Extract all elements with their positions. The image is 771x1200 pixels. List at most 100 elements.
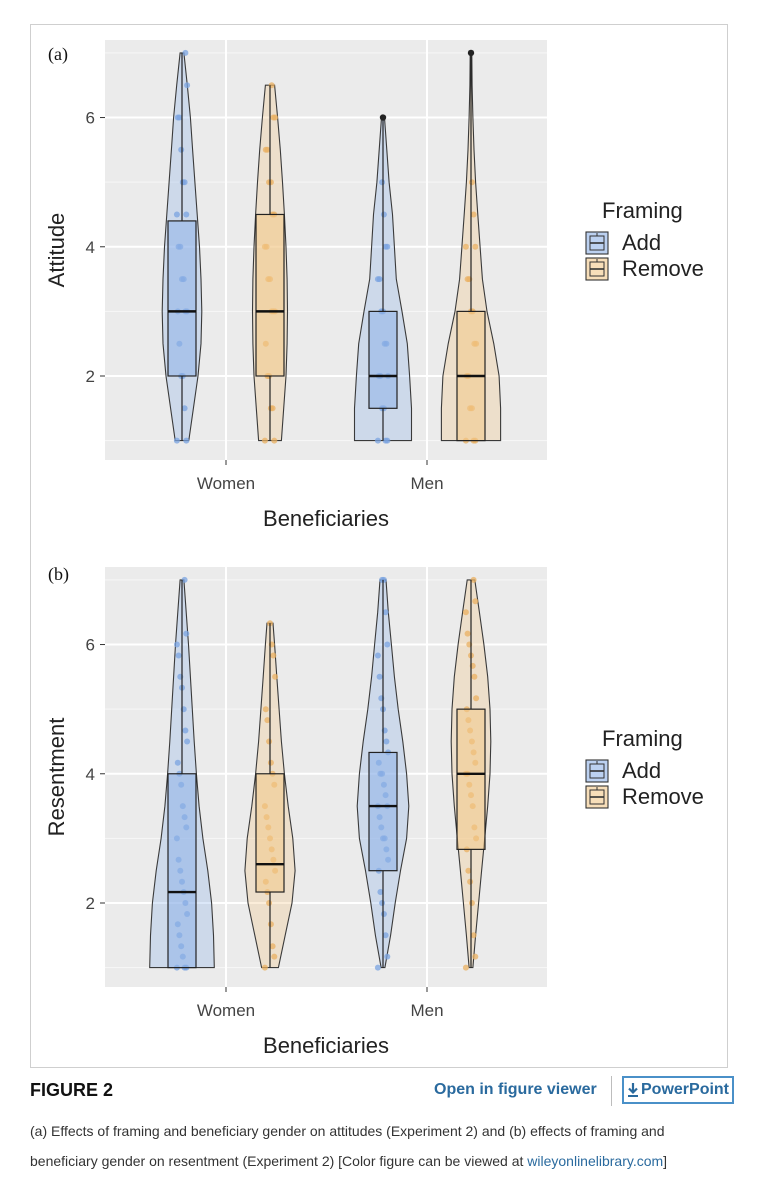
y-tick-label: 6 xyxy=(86,109,95,128)
data-point xyxy=(173,437,180,444)
data-point xyxy=(271,437,278,444)
data-point xyxy=(380,211,387,218)
data-point xyxy=(470,576,477,583)
powerpoint-button[interactable]: PowerPoint xyxy=(622,1076,735,1104)
data-point xyxy=(174,114,181,121)
data-point xyxy=(473,695,480,702)
box xyxy=(368,310,398,409)
data-point xyxy=(173,641,180,648)
data-point xyxy=(382,932,389,939)
outlier-point xyxy=(467,49,475,57)
data-point xyxy=(462,609,469,616)
y-axis-title: Resentment xyxy=(44,718,69,837)
box xyxy=(255,213,285,377)
y-axis-title: Attitude xyxy=(44,213,69,288)
data-point xyxy=(471,673,478,680)
data-point xyxy=(184,738,191,745)
data-point xyxy=(470,932,477,939)
x-tick-label: Men xyxy=(410,1001,443,1020)
data-point xyxy=(261,437,268,444)
data-point xyxy=(384,953,391,960)
x-tick-label: Women xyxy=(197,1001,255,1020)
data-point xyxy=(468,900,475,906)
open-figure-viewer-link[interactable]: Open in figure viewer xyxy=(434,1081,597,1098)
legend-label-remove: Remove xyxy=(622,784,704,809)
data-point xyxy=(380,911,387,917)
data-point xyxy=(267,620,273,627)
legend-title: Framing xyxy=(602,726,683,751)
y-tick-label: 2 xyxy=(86,367,95,386)
data-point xyxy=(374,652,381,659)
data-point xyxy=(266,179,273,186)
chart-panel-a: 2 4 6 Women Men Beneficiaries Attitude (a) Frami… xyxy=(44,40,704,531)
figure-caption: (a) Effects of framing and beneficiary g… xyxy=(30,1116,730,1176)
data-point xyxy=(272,673,279,680)
outlier-point xyxy=(379,114,387,121)
box xyxy=(456,708,486,850)
data-point xyxy=(468,179,475,186)
y-tick-label: 2 xyxy=(86,894,95,913)
data-point xyxy=(182,49,189,56)
data-point xyxy=(376,673,383,680)
data-point xyxy=(173,211,180,218)
figure-label: FIGURE 2 xyxy=(30,1080,114,1100)
data-point xyxy=(271,953,278,960)
data-point xyxy=(384,641,391,648)
data-point xyxy=(472,953,479,960)
data-point xyxy=(181,576,188,583)
data-point xyxy=(178,146,185,153)
data-point xyxy=(379,179,386,186)
data-point xyxy=(462,243,469,250)
data-point xyxy=(383,738,390,745)
powerpoint-label: PowerPoint xyxy=(641,1081,730,1098)
x-axis-title: Beneficiaries xyxy=(263,506,389,531)
data-point xyxy=(183,437,190,444)
data-point xyxy=(379,900,386,906)
data-point xyxy=(267,921,274,928)
x-tick-label: Women xyxy=(197,474,255,493)
panel-label: (a) xyxy=(48,44,68,65)
box xyxy=(167,773,197,969)
data-point xyxy=(472,598,479,605)
chart-panel-b: 2 4 6 Women Men Beneficiaries Resentment (b) Fra… xyxy=(44,564,704,1058)
data-point xyxy=(261,964,268,971)
legend-label-remove: Remove xyxy=(622,256,704,281)
data-point xyxy=(184,82,191,89)
link-divider xyxy=(611,1076,612,1106)
data-point xyxy=(464,276,471,283)
data-point xyxy=(181,405,188,412)
data-point xyxy=(266,738,273,745)
data-point xyxy=(179,179,186,186)
box xyxy=(255,773,285,893)
data-point xyxy=(377,889,384,895)
data-point xyxy=(262,706,269,713)
panel-label: (b) xyxy=(48,564,69,585)
data-point xyxy=(262,146,269,153)
data-point xyxy=(267,759,274,766)
data-point xyxy=(374,276,381,283)
data-point xyxy=(266,900,273,906)
y-tick-label: 4 xyxy=(86,765,95,784)
caption-end: ] xyxy=(663,1153,668,1169)
y-tick-label: 6 xyxy=(86,636,95,655)
download-icon xyxy=(628,1083,638,1097)
box xyxy=(368,751,398,872)
data-point xyxy=(269,943,276,950)
figure-charts: 2 4 6 Women Men Beneficiaries Attitude (a) Frami… xyxy=(44,40,704,1058)
data-point xyxy=(470,211,477,218)
data-point xyxy=(374,964,381,971)
data-point xyxy=(270,652,277,659)
wiley-online-library-link[interactable]: wileyonlinelibrary.com xyxy=(527,1153,664,1169)
legend-label-add: Add xyxy=(622,230,661,255)
data-point xyxy=(264,717,271,724)
box xyxy=(167,220,197,377)
data-point xyxy=(472,243,479,250)
data-point xyxy=(182,727,189,734)
y-tick-label: 4 xyxy=(86,238,95,257)
data-point xyxy=(267,405,274,412)
x-tick-label: Men xyxy=(410,474,443,493)
data-point xyxy=(464,630,471,637)
data-point xyxy=(270,114,277,121)
data-point xyxy=(183,630,190,637)
